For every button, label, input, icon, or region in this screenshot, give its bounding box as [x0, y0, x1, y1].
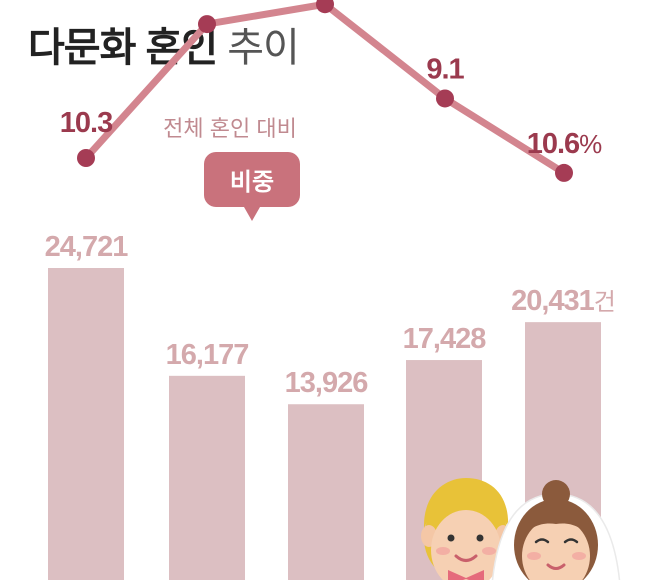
badge-label: 비중 — [230, 169, 274, 196]
line-value-label: 7.6 — [216, 0, 254, 6]
bar-value-label: 20,431건 — [511, 285, 615, 317]
bar-labels: 24,721 16,177 13,926 17,428 20,431건 — [45, 231, 616, 399]
groom-icon — [421, 478, 511, 580]
line-value-label: 10.6% — [527, 128, 602, 160]
share-line — [82, 0, 568, 177]
bride-icon — [491, 480, 621, 580]
bar — [169, 375, 245, 580]
bar-value-label: 17,428 — [403, 323, 487, 355]
bar-value-label: 24,721 — [45, 231, 129, 263]
line-points — [77, 0, 573, 182]
badge: 비중 — [204, 152, 300, 221]
line-point — [436, 89, 454, 108]
bar-series — [48, 268, 601, 580]
bar-value-label: 13,926 — [285, 367, 369, 399]
line-point — [198, 15, 216, 34]
line-unit: % — [579, 129, 602, 159]
line-point — [316, 0, 334, 14]
bar-value-label: 16,177 — [166, 339, 249, 371]
title-light: 추이 — [227, 26, 300, 70]
bar — [48, 268, 124, 580]
bar — [288, 404, 364, 580]
line-value-label: 9.1 — [426, 53, 464, 85]
line-point — [77, 149, 95, 167]
line-point — [555, 163, 573, 182]
line-labels: 10.37.67.29.110.6% — [60, 0, 603, 160]
line-series-caption: 전체 혼인 대비 — [163, 116, 297, 141]
line-value-label: 10.3 — [60, 107, 113, 139]
badge-bubble — [204, 152, 300, 221]
bar-unit: 건 — [594, 289, 615, 316]
